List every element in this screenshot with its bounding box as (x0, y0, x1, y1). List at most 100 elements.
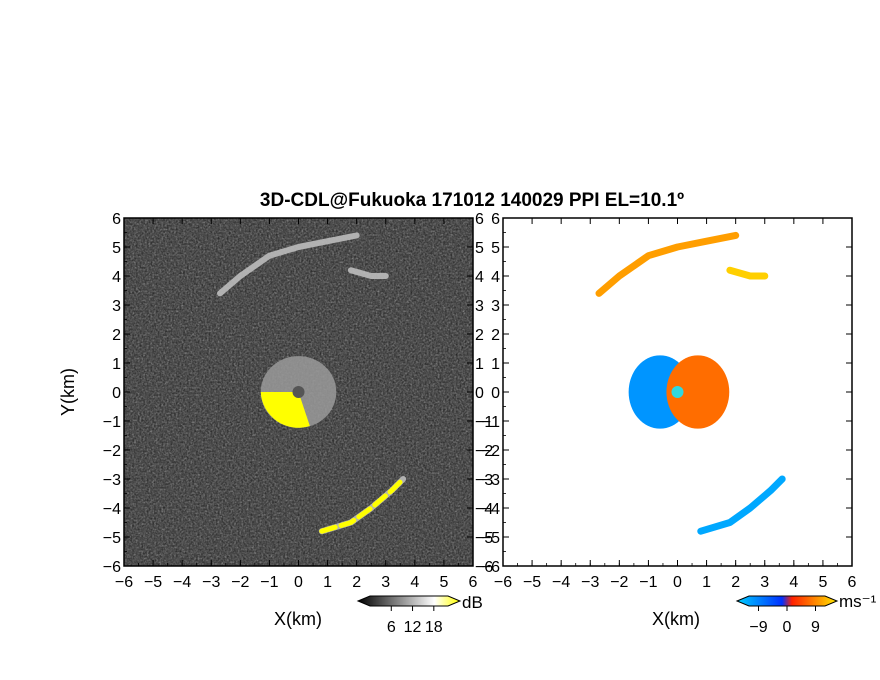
intensity-y-tick-label-right: −3 (475, 472, 493, 489)
intensity-colorbar-bar (356, 595, 462, 607)
velocity-y-tick-label: 3 (491, 298, 500, 315)
velocity-x-tick-label: −4 (552, 574, 570, 591)
velocity-echo-arc (726, 266, 769, 280)
intensity-y-tick-label: −1 (103, 414, 121, 431)
intensity-colorbar-tick-label: 12 (404, 619, 422, 636)
intensity-y-tick-label: −3 (103, 472, 121, 489)
intensity-x-tick-label: 3 (381, 574, 390, 591)
intensity-y-tick-label-right: −6 (475, 559, 493, 576)
intensity-y-tick-label-right: 4 (475, 269, 484, 286)
velocity-y-tick-label: −2 (482, 443, 500, 460)
intensity-x-tick-label: −2 (231, 574, 249, 591)
intensity-x-tick-label: 1 (323, 574, 332, 591)
intensity-x-tick-label: 4 (410, 574, 419, 591)
velocity-echo-arc (697, 475, 786, 535)
intensity-x-tick-label: −3 (202, 574, 220, 591)
velocity-x-tick-label: 2 (731, 574, 740, 591)
velocity-y-tick-label: 6 (491, 211, 500, 228)
velocity-x-tick-label: 4 (789, 574, 798, 591)
intensity-x-tick-label: −1 (260, 574, 278, 591)
intensity-y-tick-label: −2 (103, 443, 121, 460)
intensity-y-tick-label: 6 (112, 211, 121, 228)
intensity-y-tick-label: 3 (112, 298, 121, 315)
velocity-colorbar: −9 0 9 ms⁻¹ (735, 592, 877, 636)
intensity-y-tick-label-right: 0 (475, 385, 484, 402)
intensity-y-tick-label: 0 (112, 385, 121, 402)
velocity-x-tick-label: 1 (702, 574, 711, 591)
radar-site-marker (292, 386, 305, 398)
velocity-y-tick-label: 0 (491, 385, 500, 402)
intensity-y-tick-label-right: 5 (475, 240, 484, 257)
intensity-echo-arc (347, 267, 389, 279)
intensity-y-tick-label: −5 (103, 530, 121, 547)
intensity-near-field-peak (260, 392, 310, 428)
velocity-y-tick-label: −4 (482, 501, 500, 518)
velocity-y-tick-label: −1 (482, 414, 500, 431)
intensity-y-tick-label: 4 (112, 269, 121, 286)
radar-site-marker (671, 386, 684, 398)
intensity-y-tick-label-right: −2 (475, 443, 493, 460)
intensity-colorbar: 6 12 18 dB (356, 593, 483, 636)
intensity-y-tick-label: 2 (112, 327, 121, 344)
intensity-y-tick-label-right: 1 (475, 356, 484, 373)
velocity-colorbar-bar (735, 595, 839, 607)
velocity-y-tick-label: 1 (491, 356, 500, 373)
intensity-y-tick-label-right: −4 (475, 501, 493, 518)
intensity-echo-arc-peak (319, 476, 406, 534)
intensity-y-tick-label: −6 (103, 559, 121, 576)
intensity-y-tick-label: −4 (103, 501, 121, 518)
velocity-y-tick-label: −3 (482, 472, 500, 489)
intensity-colorbar-tick-label: 6 (387, 619, 396, 636)
intensity-y-tick-label-right: 2 (475, 327, 484, 344)
velocity-x-tick-label: 3 (760, 574, 769, 591)
velocity-colorbar-tick-label: 0 (783, 619, 792, 636)
intensity-x-tick-label: −5 (144, 574, 162, 591)
y-axis-label: Y(km) (58, 368, 78, 416)
intensity-echo-arc (217, 232, 360, 297)
intensity-x-tick-label: −6 (115, 574, 133, 591)
velocity-y-tick-label: −6 (482, 559, 500, 576)
intensity-y-tick-label: 5 (112, 240, 121, 257)
velocity-x-tick-label: 0 (673, 574, 682, 591)
velocity-x-tick-label: −2 (610, 574, 628, 591)
intensity-features (217, 232, 407, 535)
figure-title: 3D-CDL@Fukuoka 171012 140029 PPI EL=10.1… (260, 190, 684, 211)
intensity-colorbar-unit: dB (462, 593, 483, 612)
intensity-x-tick-label: 5 (439, 574, 448, 591)
intensity-x-tick-label: 2 (352, 574, 361, 591)
velocity-y-tick-label: 2 (491, 327, 500, 344)
velocity-colorbar-tick-label: −9 (749, 619, 767, 636)
velocity-colorbar-tick-label: 9 (811, 619, 820, 636)
intensity-colorbar-ticks: 6 12 18 (387, 606, 443, 636)
intensity-axes: −6 −5 −4 −3 −2 −1 0 1 2 3 4 5 6−6 −6−5 −5−4 −4−3 −3−2 −2−… (103, 211, 494, 591)
velocity-panel: −6 −5 −4 −3 −2 −1 0 1 2 3 4 5 6 −6 −5 −4 −3 −2 −1 0 1 2 3 4 5 6 (482, 211, 857, 591)
velocity-features (595, 231, 786, 535)
velocity-axes: −6 −5 −4 −3 −2 −1 0 1 2 3 4 5 6 −6 −5 −4 −3 −2 −1 0 1 2 3 4 5 6 (482, 211, 857, 591)
velocity-near-field-echo (666, 355, 730, 429)
intensity-x-tick-label: 6 (469, 574, 478, 591)
intensity-x-tick-label: 0 (294, 574, 303, 591)
velocity-x-tick-label: −1 (639, 574, 657, 591)
intensity-y-tick-label-right: 6 (475, 211, 484, 228)
intensity-y-tick-label: 1 (112, 356, 121, 373)
intensity-x-axis-label: X(km) (274, 609, 322, 629)
velocity-x-tick-label: −6 (494, 574, 512, 591)
velocity-y-tick-label: 4 (491, 269, 500, 286)
intensity-colorbar-tick-label: 18 (425, 619, 443, 636)
velocity-x-axis-label: X(km) (652, 609, 700, 629)
velocity-y-tick-label: 5 (491, 240, 500, 257)
velocity-x-tick-label: −3 (581, 574, 599, 591)
intensity-y-tick-label-right: −5 (475, 530, 493, 547)
velocity-colorbar-unit: ms⁻¹ (839, 592, 877, 611)
velocity-x-tick-label: 5 (818, 574, 827, 591)
velocity-colorbar-ticks: −9 0 9 (749, 606, 820, 636)
velocity-echo-arc (595, 231, 740, 297)
intensity-panel: −6 −5 −4 −3 −2 −1 0 1 2 3 4 5 6−6 −6−5 −5−4 −4−3 −3−2 −2−… (103, 211, 494, 591)
intensity-y-tick-label-right: −1 (475, 414, 493, 431)
velocity-x-tick-label: 6 (848, 574, 857, 591)
intensity-x-tick-label: −4 (173, 574, 191, 591)
velocity-x-tick-label: −5 (523, 574, 541, 591)
intensity-y-tick-label-right: 3 (475, 298, 484, 315)
velocity-y-tick-label: −5 (482, 530, 500, 547)
